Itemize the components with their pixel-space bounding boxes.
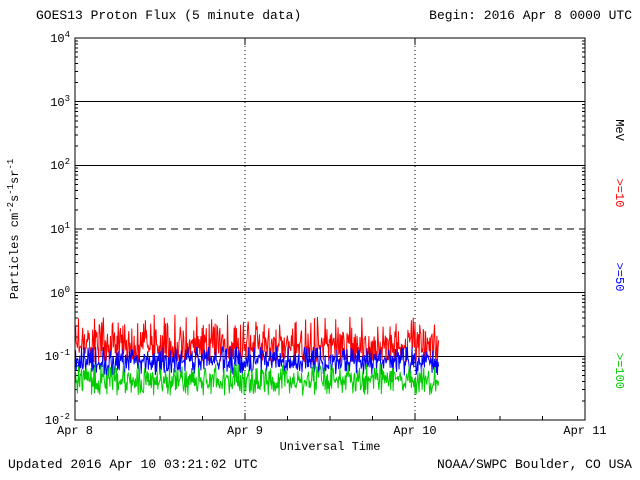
y-axis-title: Particles cm-2s-1sr-1 — [6, 158, 22, 300]
series-label-ge10: >=10 — [612, 178, 626, 208]
x-axis-title: Universal Time — [279, 440, 381, 454]
y-tick-label: 103 — [50, 93, 70, 110]
series-line-ge50 — [74, 346, 440, 377]
y-tick-label: 104 — [50, 30, 70, 46]
x-tick-label: Apr 9 — [226, 424, 264, 438]
begin-timestamp: Begin: 2016 Apr 8 0000 UTC — [429, 8, 632, 23]
y-tick-label: 102 — [50, 157, 70, 174]
plot-frame — [74, 37, 586, 421]
series-line-ge100 — [74, 362, 440, 396]
chart-title: GOES13 Proton Flux (5 minute data) — [36, 8, 302, 23]
x-tick-label: Apr 10 — [393, 424, 437, 438]
units-label-mev: MeV — [612, 119, 626, 141]
updated-timestamp: Updated 2016 Apr 10 03:21:02 UTC — [8, 457, 258, 472]
y-tick-label: 10-2 — [44, 412, 70, 428]
noaa-credit: NOAA/SWPC Boulder, CO USA — [436, 457, 632, 472]
series-label-ge50: >=50 — [612, 262, 626, 292]
y-tick-label: 101 — [50, 221, 70, 237]
y-tick-label: 10-1 — [44, 348, 70, 365]
x-tick-label: Apr 8 — [56, 424, 94, 438]
series-line-ge10 — [74, 314, 440, 363]
x-tick-label: Apr 11 — [563, 424, 607, 438]
series-label-ge100: >=100 — [612, 352, 626, 390]
y-tick-label: 100 — [50, 284, 70, 301]
